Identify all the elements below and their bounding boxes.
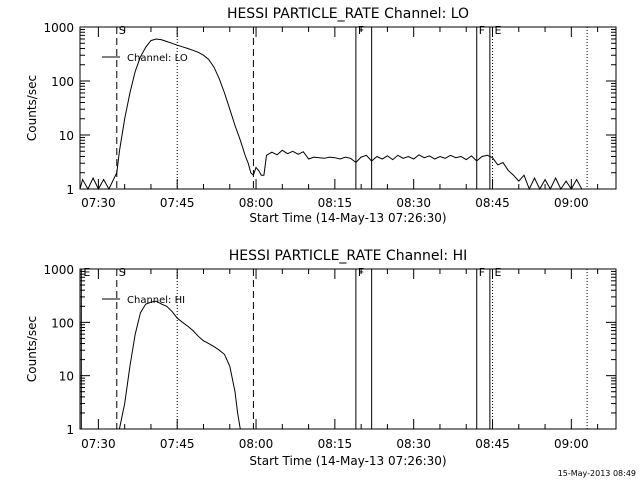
chart-0-ytick-label: 100 xyxy=(51,75,74,89)
chart-1-ytick-label: 1000 xyxy=(43,263,74,277)
chart-1-ytick-label: 100 xyxy=(51,316,74,330)
chart-0-marker-label: S xyxy=(119,24,126,37)
chart-1-marker-label: F xyxy=(479,266,485,279)
chart-0-xtick-label: 07:45 xyxy=(160,196,195,210)
chart-1-xtick-label: 08:30 xyxy=(396,437,431,451)
chart-1-marker-label: F xyxy=(358,266,364,279)
chart-0-xtick-label: 08:00 xyxy=(239,196,274,210)
chart-0-legend-label: Channel: LO xyxy=(127,53,188,64)
chart-1-xtick-label: 08:45 xyxy=(475,437,510,451)
chart-1-ylabel: Counts/sec xyxy=(25,316,39,382)
chart-1-xtick-label: 09:00 xyxy=(554,437,589,451)
chart-0-xtick-label: 08:15 xyxy=(318,196,353,210)
chart-1-xtick-label: 08:00 xyxy=(239,437,274,451)
chart-0-title: HESSI PARTICLE_RATE Channel: LO xyxy=(227,6,469,22)
chart-0-xtick-label: 08:45 xyxy=(475,196,510,210)
chart-0-ylabel: Counts/sec xyxy=(25,75,39,141)
chart-0-ytick-label: 1000 xyxy=(43,21,74,35)
chart-1-xtick-label: 07:45 xyxy=(160,437,195,451)
chart-0-series-line xyxy=(79,38,588,191)
chart-0-marker-label: F xyxy=(479,24,485,37)
chart-1-marker-label: E xyxy=(83,266,90,279)
chart-0-ytick-label: 10 xyxy=(59,129,74,143)
chart-1-marker-label: S xyxy=(119,266,126,279)
chart-1-xlabel: Start Time (14-May-13 07:26:30) xyxy=(249,454,446,468)
chart-1-xtick-label: 07:30 xyxy=(81,437,116,451)
chart-0-xtick-label: 09:00 xyxy=(554,196,589,210)
chart-1-title: HESSI PARTICLE_RATE Channel: HI xyxy=(229,248,467,264)
chart-0-ytick-label: 1 xyxy=(66,183,74,197)
chart-0-marker-label: E xyxy=(495,24,502,37)
chart-1-plot-frame xyxy=(79,268,617,430)
chart-1-marker-label: E xyxy=(495,266,502,279)
chart-0-marker-label: F xyxy=(358,24,364,37)
plot-timestamp: 15-May-2013 08:49 xyxy=(558,469,636,478)
chart-0-xtick-label: 07:30 xyxy=(81,196,116,210)
chart-1-ytick-label: 10 xyxy=(59,370,74,384)
chart-0-xtick-label: 08:30 xyxy=(396,196,431,210)
chart-1-series-line xyxy=(118,300,241,430)
chart-0-plot-frame xyxy=(79,26,617,190)
chart-1-xtick-label: 08:15 xyxy=(318,437,353,451)
chart-1-ytick-label: 1 xyxy=(66,423,74,437)
chart-0-xlabel: Start Time (14-May-13 07:26:30) xyxy=(249,211,446,225)
chart-1-legend-label: Channel: HI xyxy=(127,295,185,306)
